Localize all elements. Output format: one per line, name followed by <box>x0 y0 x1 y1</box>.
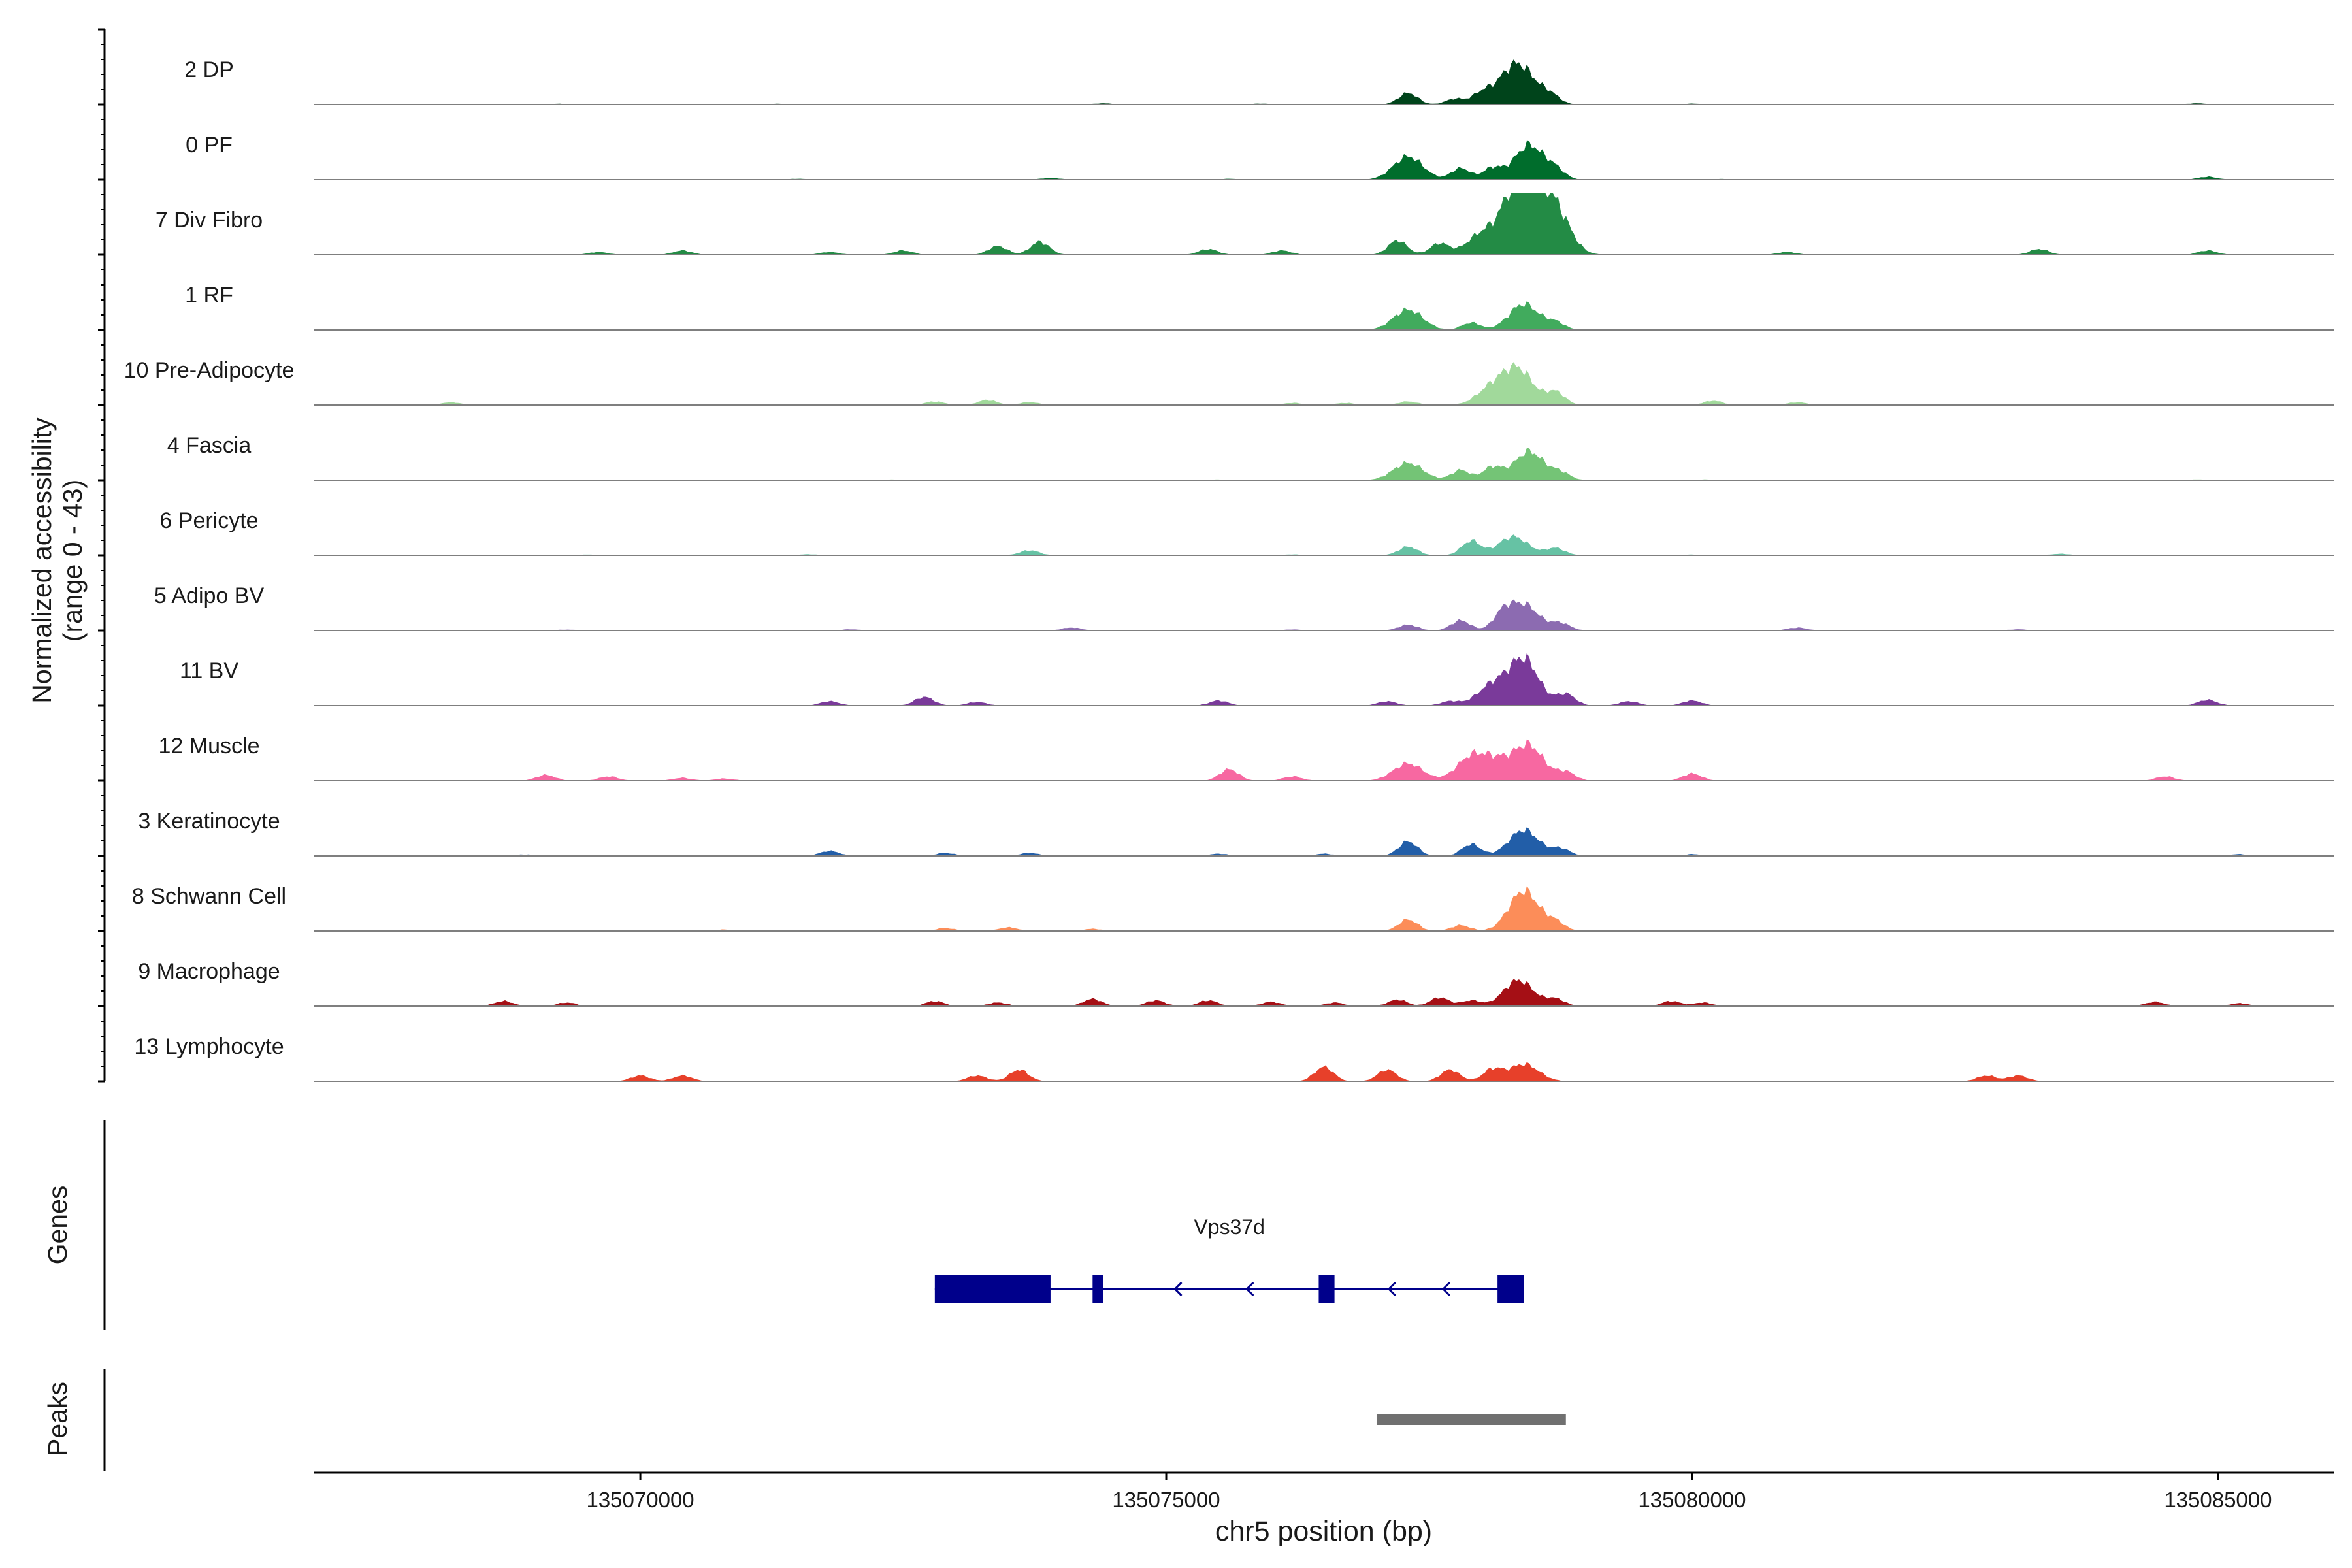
peak-region-bar <box>1376 1414 1566 1425</box>
track-label: 6 Pericyte <box>159 508 258 533</box>
track-4-fascia: 4 Fascia <box>167 433 2334 481</box>
track-6-pericyte: 6 Pericyte <box>159 508 2334 556</box>
coverage-area <box>314 653 2334 706</box>
gene-models: Vps37d <box>934 1215 1524 1303</box>
coverage-area <box>314 739 2334 781</box>
gene-exon <box>1092 1275 1103 1303</box>
peak-regions <box>1376 1414 1566 1425</box>
track-8-schwann-cell: 8 Schwann Cell <box>132 884 2334 932</box>
track-label: 4 Fascia <box>167 433 252 458</box>
track-label: 0 PF <box>186 133 233 157</box>
y-axis-title: Normalized accessibility <box>27 417 57 704</box>
coverage-tracks: 2 DP 0 PF 7 Div Fibro 1 RF 10 Pre-Adipocyte 4… <box>124 57 2334 1082</box>
gene-exon <box>934 1275 1051 1303</box>
peaks-panel-label: Peaks <box>42 1382 73 1456</box>
tracks-y-ticks <box>98 28 105 1083</box>
x-tick-label: 135070000 <box>586 1488 694 1512</box>
track-label: 10 Pre-Adipocyte <box>124 358 295 383</box>
track-2-dp: 2 DP <box>184 57 2334 105</box>
track-1-rf: 1 RF <box>185 283 2334 331</box>
track-10-pre-adipocyte: 10 Pre-Adipocyte <box>124 358 2334 406</box>
track-3-keratinocyte: 3 Keratinocyte <box>138 809 2334 857</box>
gene-exon <box>1318 1275 1335 1303</box>
coverage-area <box>314 362 2334 405</box>
coverage-area <box>314 301 2334 330</box>
strand-arrow <box>1173 1281 1183 1297</box>
x-tick-label: 135085000 <box>2164 1488 2272 1512</box>
track-12-muscle: 12 Muscle <box>159 734 2334 781</box>
x-tick-label: 135075000 <box>1112 1488 1220 1512</box>
coverage-area <box>314 599 2334 630</box>
track-0-pf: 0 PF <box>186 133 2334 180</box>
x-axis-ticks: 135070000 135075000 135080000 135085000 <box>586 1473 2272 1512</box>
strand-arrow <box>1245 1281 1254 1297</box>
coverage-area <box>314 59 2334 105</box>
coverage-area <box>314 534 2334 555</box>
gene-name-label: Vps37d <box>1194 1215 1265 1239</box>
x-axis-title: chr5 position (bp) <box>1215 1516 1432 1547</box>
track-label: 12 Muscle <box>159 734 260 759</box>
track-label: 13 Lymphocyte <box>134 1034 284 1059</box>
track-13-lymphocyte: 13 Lymphocyte <box>134 1034 2334 1082</box>
y-axis-title-range: (range 0 - 43) <box>57 480 88 642</box>
track-label: 2 DP <box>184 57 234 82</box>
track-7-div-fibro: 7 Div Fibro <box>155 193 2334 255</box>
coverage-area <box>314 826 2334 856</box>
coverage-area <box>314 193 2334 255</box>
gene-exon <box>1497 1275 1524 1303</box>
coverage-area <box>314 886 2334 931</box>
track-label: 1 RF <box>185 283 233 308</box>
strand-arrow <box>1441 1281 1451 1297</box>
coverage-area <box>314 140 2334 180</box>
coverage-area <box>314 979 2334 1006</box>
track-11-bv: 11 BV <box>180 653 2334 706</box>
track-5-adipo-bv: 5 Adipo BV <box>154 583 2334 631</box>
track-label: 3 Keratinocyte <box>138 809 280 834</box>
track-label: 7 Div Fibro <box>155 208 263 233</box>
track-label: 8 Schwann Cell <box>132 884 286 909</box>
coverage-area <box>314 1062 2334 1081</box>
track-label: 9 Macrophage <box>138 959 280 984</box>
gene-vps37d: Vps37d <box>934 1215 1524 1303</box>
track-label: 11 BV <box>180 659 238 683</box>
genes-panel-label: Genes <box>42 1186 73 1265</box>
track-9-macrophage: 9 Macrophage <box>138 959 2334 1007</box>
track-label: 5 Adipo BV <box>154 583 265 608</box>
coverage-area <box>314 448 2334 480</box>
x-tick-label: 135080000 <box>1638 1488 1746 1512</box>
strand-arrow <box>1387 1281 1396 1297</box>
